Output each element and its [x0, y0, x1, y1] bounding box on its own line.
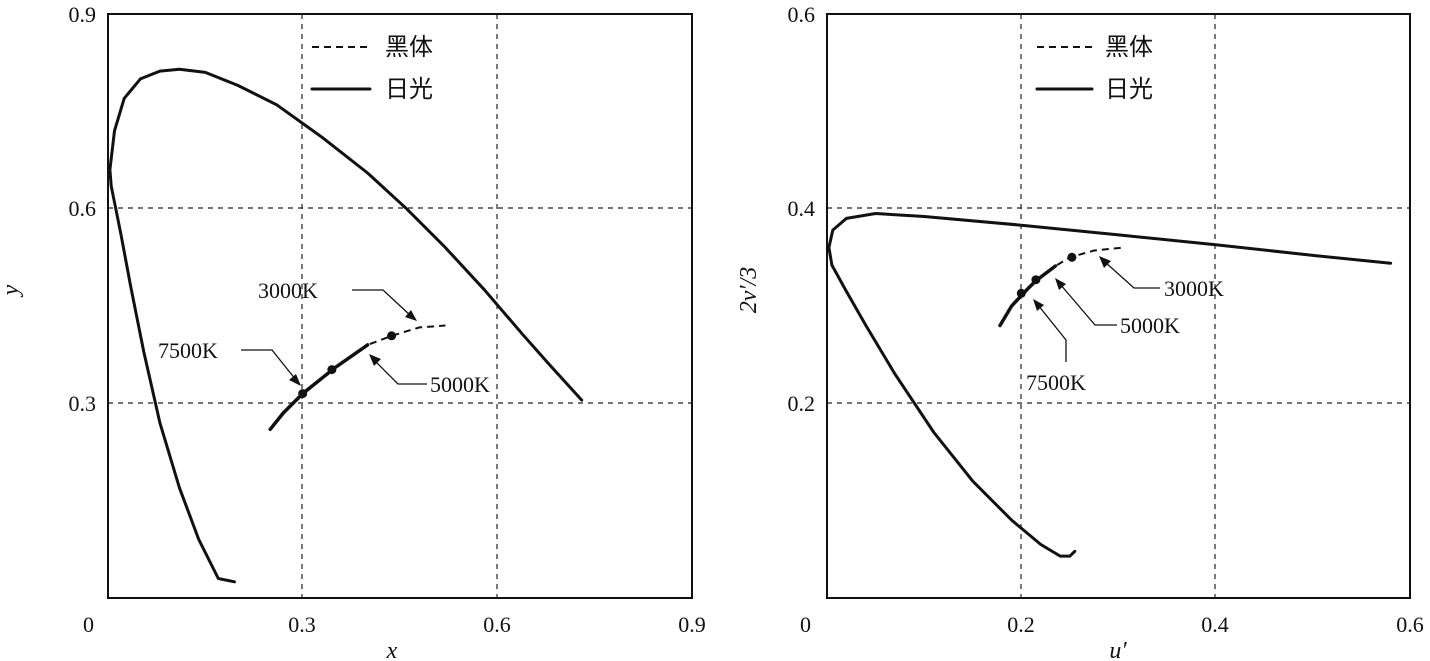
right-temperature-markers [1016, 252, 1077, 298]
left-legend-blackbody-label: 黑体 [385, 33, 433, 61]
right-annotations: 3000K 5000K 7500K [1026, 256, 1224, 395]
right-y-ticks: 0.2 0.4 0.6 [788, 2, 816, 416]
right-marker-7500k [1016, 288, 1026, 298]
right-y-tick-label-3: 0.6 [788, 2, 816, 27]
right-3000k-label: 3000K [1164, 276, 1224, 301]
right-blackbody-curve [999, 246, 1124, 327]
left-legend: 黑体 日光 [310, 33, 433, 103]
right-x-tick-label-2: 0.4 [1201, 612, 1229, 637]
right-legend-daylight-label: 日光 [1105, 75, 1153, 103]
left-x-tick-label-0: 0 [83, 612, 94, 637]
left-3000k-leader [352, 289, 412, 317]
left-y-tick-label-3: 0.9 [69, 2, 97, 27]
left-y-ticks: 0.3 0.6 0.9 [69, 2, 97, 416]
left-y-tick-label-2: 0.6 [69, 196, 97, 221]
left-3000k-arrowhead [405, 310, 417, 321]
right-x-tick-label-1: 0.2 [1007, 612, 1035, 637]
left-blackbody-curve [269, 324, 446, 430]
right-3000k-leader [1104, 261, 1160, 289]
left-5000k-leader [373, 359, 427, 385]
right-x-axis-label: u′ [1109, 638, 1127, 661]
right-5000k-arrowhead [1055, 278, 1066, 290]
right-grid [827, 14, 1410, 598]
left-5000k-arrowhead [369, 354, 381, 366]
left-blackbody-segment [268, 343, 370, 432]
right-5000k-label: 5000K [1120, 313, 1180, 338]
left-x-ticks: 0 0.3 0.6 0.9 [83, 612, 706, 637]
right-7500k-arrowhead [1033, 299, 1044, 311]
left-daylight-curve [108, 67, 584, 584]
right-3000k-arrowhead [1099, 256, 1111, 268]
right-plot-frame [826, 13, 1411, 599]
right-daylight-curve [827, 212, 1393, 558]
left-marker-5000k [327, 365, 337, 375]
right-5000k-leader [1059, 283, 1117, 326]
right-x-tick-label-0: 0 [800, 612, 811, 637]
right-legend: 黑体 日光 [1035, 33, 1153, 103]
left-temperature-markers [298, 331, 397, 399]
right-7500k-leader [1037, 304, 1067, 362]
left-y-axis-label: y [0, 284, 24, 297]
left-x-tick-label-1: 0.3 [288, 612, 316, 637]
left-y-tick-label-1: 0.3 [69, 391, 97, 416]
right-marker-5000k [1031, 275, 1041, 285]
left-plot-frame [107, 13, 693, 599]
right-y-axis-label: 2v′/3 [736, 267, 762, 314]
left-marker-7500k [298, 389, 308, 399]
left-marker-3000k [387, 331, 397, 341]
left-x-axis-label: x [386, 638, 398, 661]
right-legend-blackbody-label: 黑体 [1105, 33, 1153, 61]
right-x-tick-label-3: 0.6 [1396, 612, 1424, 637]
left-7500k-label: 7500K [158, 338, 218, 363]
right-marker-3000k [1067, 252, 1077, 262]
right-chart-panel: 黑体 日光 3000K 5000K 7500K 0 0.2 0.4 0.6 0.… [736, 2, 1424, 661]
right-y-tick-label-2: 0.4 [788, 196, 816, 221]
right-7500k-label: 7500K [1026, 370, 1086, 395]
left-5000k-label: 5000K [430, 372, 490, 397]
left-chart-panel: 黑体 日光 7500K 5000K 3000K 0 0.3 0.6 0.9 0.… [0, 2, 706, 661]
left-legend-daylight-label: 日光 [385, 75, 433, 103]
left-annotations: 7500K 5000K 3000K [158, 278, 490, 397]
right-y-tick-label-1: 0.2 [788, 391, 816, 416]
left-x-tick-label-3: 0.9 [678, 612, 706, 637]
left-7500k-arrowhead [289, 374, 301, 386]
left-7500k-leader [241, 349, 297, 381]
left-x-tick-label-2: 0.6 [483, 612, 511, 637]
left-3000k-label: 3000K [258, 278, 318, 303]
right-x-ticks: 0 0.2 0.4 0.6 [800, 612, 1424, 637]
